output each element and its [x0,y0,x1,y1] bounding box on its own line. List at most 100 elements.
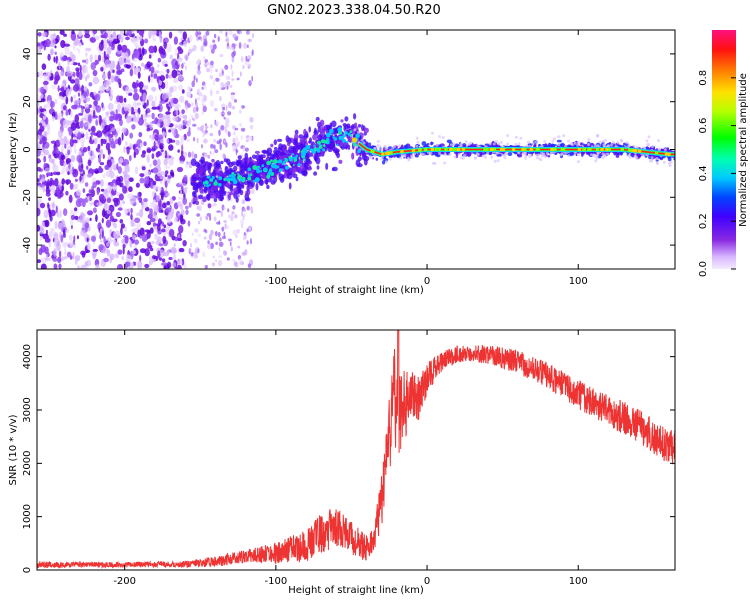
noise-blob [45,192,51,197]
noise-blob [228,101,232,109]
signal-blob [388,155,393,158]
noise-blob [54,45,57,49]
noise-blob [206,213,211,217]
noise-blob [42,185,46,193]
noise-blob [224,64,229,70]
noise-blob [119,95,124,104]
noise-blob [211,262,216,267]
signal-halo [545,151,549,155]
noise-blob [82,146,88,153]
noise-blob [180,69,183,76]
noise-blob [232,137,236,144]
noise-blob [242,64,245,70]
noise-blob [144,117,147,123]
noise-blob [247,30,251,35]
signal-blob [237,186,242,193]
signal-core [582,147,586,152]
signal-blob [289,167,295,174]
noise-blob [238,258,242,265]
noise-blob [196,213,201,217]
noise-blob [137,112,140,121]
signal-blob [279,175,285,183]
signal-peak [352,137,357,143]
noise-blob [133,151,136,159]
signal-halo [438,135,442,139]
signal-blob [346,123,351,129]
noise-blob [139,254,142,262]
noise-blob [157,223,161,232]
signal-halo [441,136,445,140]
noise-blob [61,56,68,62]
noise-blob [79,175,82,182]
noise-blob [37,148,41,157]
noise-blob [183,262,187,269]
signal-core [411,148,416,153]
signal-blob [220,160,224,165]
signal-blob [293,139,298,147]
signal-core [418,148,422,152]
signal-halo [399,156,403,160]
noise-blob [122,200,125,204]
noise-blob [54,220,58,230]
noise-blob [194,112,199,120]
noise-blob [161,262,168,266]
noise-blob [144,170,151,177]
noise-blob [99,117,102,126]
noise-blob [49,49,54,55]
noise-blob [55,55,58,62]
signal-blob [258,179,264,186]
signal-core [208,183,211,187]
signal-blob [315,116,320,122]
noise-blob [218,129,221,136]
signal-halo [587,138,591,142]
noise-blob [156,158,161,168]
signal-halo [388,157,392,161]
noise-blob [85,75,88,82]
noise-blob [163,41,168,49]
noise-blob [165,170,169,175]
signal-blob [299,137,306,144]
noise-blob [178,181,182,185]
signal-halo [415,144,419,148]
noise-blob [47,202,50,209]
noise-blob [181,89,185,94]
signal-core [316,149,321,153]
noise-blob [191,48,195,51]
noise-blob [113,199,119,207]
noise-blob [55,74,61,81]
noise-blob [231,70,234,78]
noise-blob [147,94,154,102]
noise-blob [177,30,184,34]
signal-blob [288,182,292,190]
signal-core [203,184,206,187]
noise-blob [76,189,82,197]
noise-blob [209,89,213,97]
noise-blob [99,233,102,240]
signal-core [355,133,360,139]
noise-blob [94,170,100,174]
noise-blob [141,62,145,67]
noise-blob [172,253,177,262]
noise-blob [66,180,69,186]
noise-blob [205,129,208,134]
noise-blob [44,167,50,173]
noise-blob [166,216,172,224]
signal-halo [663,148,667,151]
noise-blob [115,211,121,218]
noise-blob [45,117,49,125]
noise-blob [49,43,55,48]
noise-blob [222,235,226,240]
noise-blob [40,244,46,253]
noise-blob [188,202,192,208]
noise-blob [63,161,67,168]
noise-blob [110,46,115,51]
noise-blob [109,215,114,222]
signal-halo [502,154,506,157]
signal-blob [278,171,281,177]
colorbar-tick-label: 0.4 [698,165,709,181]
noise-blob [89,54,93,63]
noise-blob [132,92,140,101]
noise-blob [225,75,229,81]
noise-blob [235,148,238,156]
